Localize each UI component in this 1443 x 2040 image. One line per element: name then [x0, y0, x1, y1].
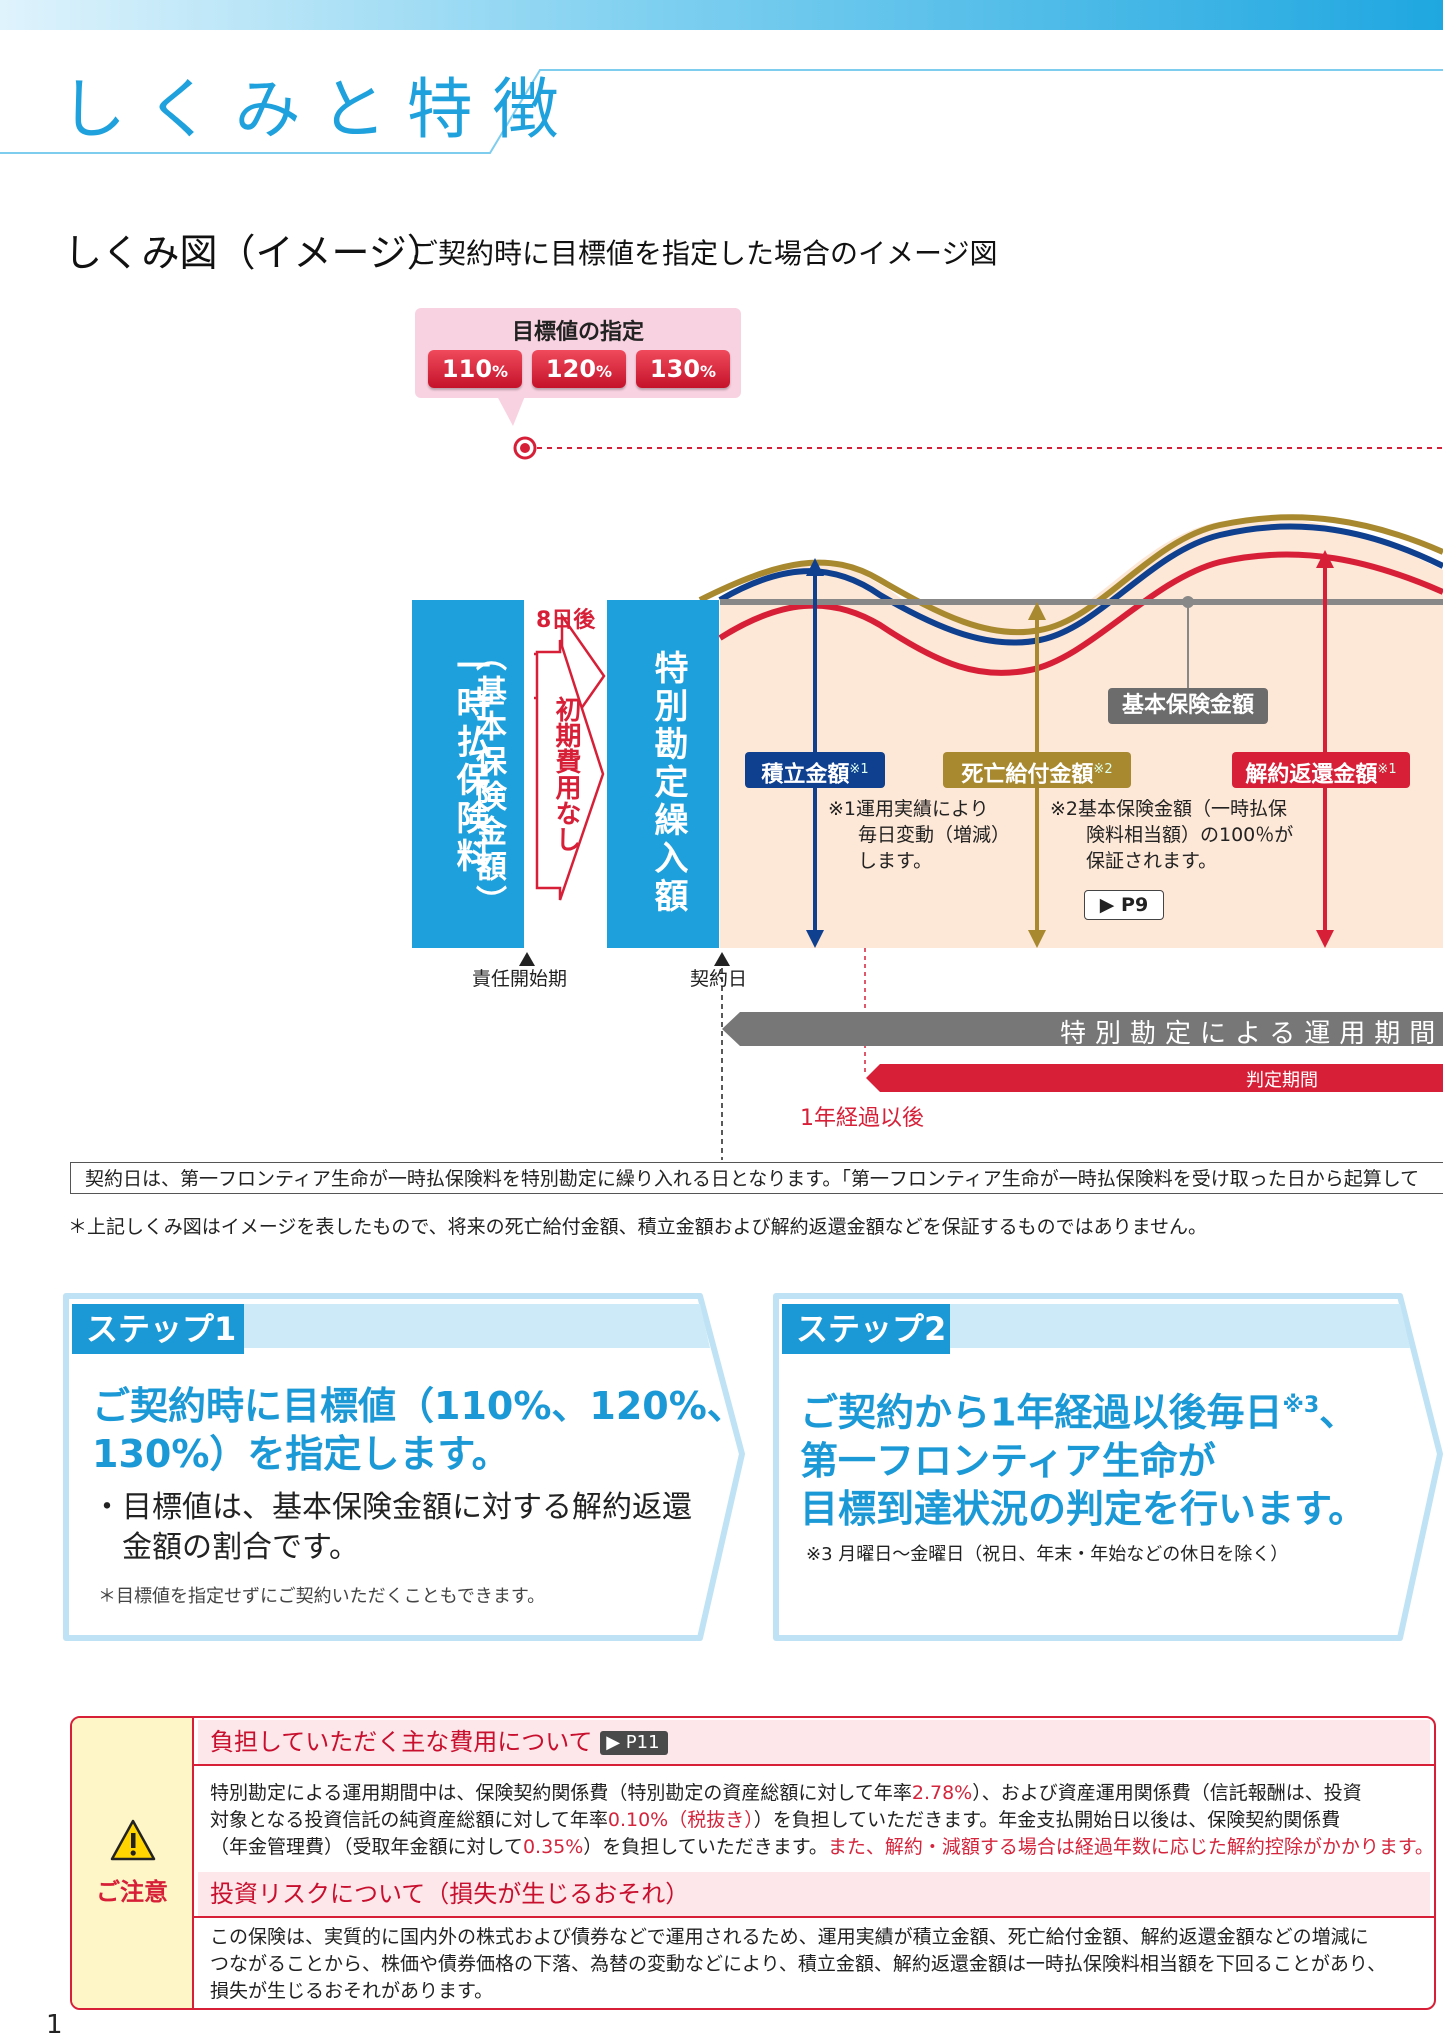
step-2-note: ※3 月曜日〜金曜日（祝日、年末・年始などの休日を除く）	[806, 1544, 1289, 1565]
start-of-liability-label: 責任開始期	[472, 968, 568, 990]
cost-heading-rule	[194, 1764, 1434, 1766]
after-one-year-label: 1年経過以後	[800, 1106, 924, 1131]
base-insurance-amount-tag: 基本保険金額	[1108, 688, 1268, 724]
contract-date-label: 契約日	[690, 968, 748, 990]
step-1-note: ＊目標値を指定せずにご契約いただくこともできます。	[98, 1586, 546, 1607]
page-number: 1	[46, 2010, 63, 2040]
target-120-badge: 120%	[532, 350, 626, 388]
contract-date-note: 契約日は、第一フロンティア生命が一時払保険料を特別勘定に繰り入れる日となります。…	[70, 1162, 1443, 1194]
cost-body: 特別勘定による運用期間中は、保険契約関係費（特別勘定の資産総額に対して年率2.7…	[210, 1782, 1434, 1858]
title-underline	[0, 69, 1443, 154]
target-110-badge: 110%	[428, 350, 522, 388]
diagram-description: ご契約時に目標値を指定した場合のイメージ図	[410, 237, 998, 270]
accumulated-amount-tag: 積立金額※1	[745, 752, 885, 788]
note-2: ※2基本保険金額（一時払保 険料相当額）の100％が 保証されます。	[1050, 798, 1294, 872]
caution-side	[72, 1718, 192, 2008]
diagram-title: しくみ図（イメージ）	[64, 231, 445, 275]
death-benefit-tag: 死亡給付金額※2	[943, 752, 1131, 788]
page-title: しくみと特徴	[60, 71, 579, 148]
target-130-badge: 130%	[636, 350, 730, 388]
step-2-label: ステップ2	[782, 1304, 950, 1354]
warning-icon	[110, 1819, 156, 1861]
caution-divider	[192, 1718, 194, 2008]
operation-period-label: 特別勘定による運用期間	[1060, 1019, 1443, 1049]
top-banner	[0, 0, 1443, 30]
base-amount-paren-label: （基本保険金額）	[470, 640, 506, 920]
surrender-value-tag: 解約返還金額※1	[1232, 752, 1410, 788]
caution-label: ご注意	[96, 1878, 168, 1906]
eight-days-later-label: 8日後	[536, 608, 596, 633]
page-ref-p9-link[interactable]: ▶ P9	[1084, 890, 1164, 920]
target-value-label: 目標値の指定	[511, 320, 644, 345]
step-1-main: ご契約時に目標値（110%、120%、 130%）を指定します。	[92, 1384, 745, 1476]
risk-body: この保険は、実質的に国内外の株式および債券などで運用されるため、運用実績が積立金…	[210, 1926, 1387, 2002]
diagram-disclaimer: ＊上記しくみ図はイメージを表したもので、将来の死亡給付金額、積立金額および解約返…	[68, 1216, 1208, 1238]
target-box-pointer	[497, 396, 525, 426]
caution-panel	[70, 1716, 1436, 2010]
cost-heading: 負担していただく主な費用について ▶ P11	[198, 1720, 1430, 1764]
risk-heading: 投資リスクについて（損失が生じるおそれ）	[198, 1872, 1430, 1916]
special-account-transfer-label: 特別勘定繰入額	[648, 650, 688, 916]
note-1: ※1運用実績により 毎日変動（増減） します。	[828, 798, 1011, 872]
mechanism-diagram	[412, 436, 1443, 1160]
step-cards	[63, 1293, 1443, 1641]
no-initial-cost-label: 初期費用なし	[551, 696, 581, 852]
page-ref-p11-link[interactable]: ▶ P11	[600, 1731, 668, 1755]
judgment-period-label: 判定期間	[1246, 1070, 1318, 1091]
step-1-body: ・目標値は、基本保険金額に対する解約返還 金額の割合です。	[92, 1490, 692, 1565]
step-2-main: ご契約から1年経過以後毎日※3、 第一フロンティア生命が 目標到達状況の判定を行…	[800, 1390, 1367, 1531]
lump-sum-premium-label: 一時払保険料	[450, 648, 490, 876]
step-1-label: ステップ1	[72, 1304, 244, 1354]
risk-heading-rule	[194, 1916, 1434, 1918]
